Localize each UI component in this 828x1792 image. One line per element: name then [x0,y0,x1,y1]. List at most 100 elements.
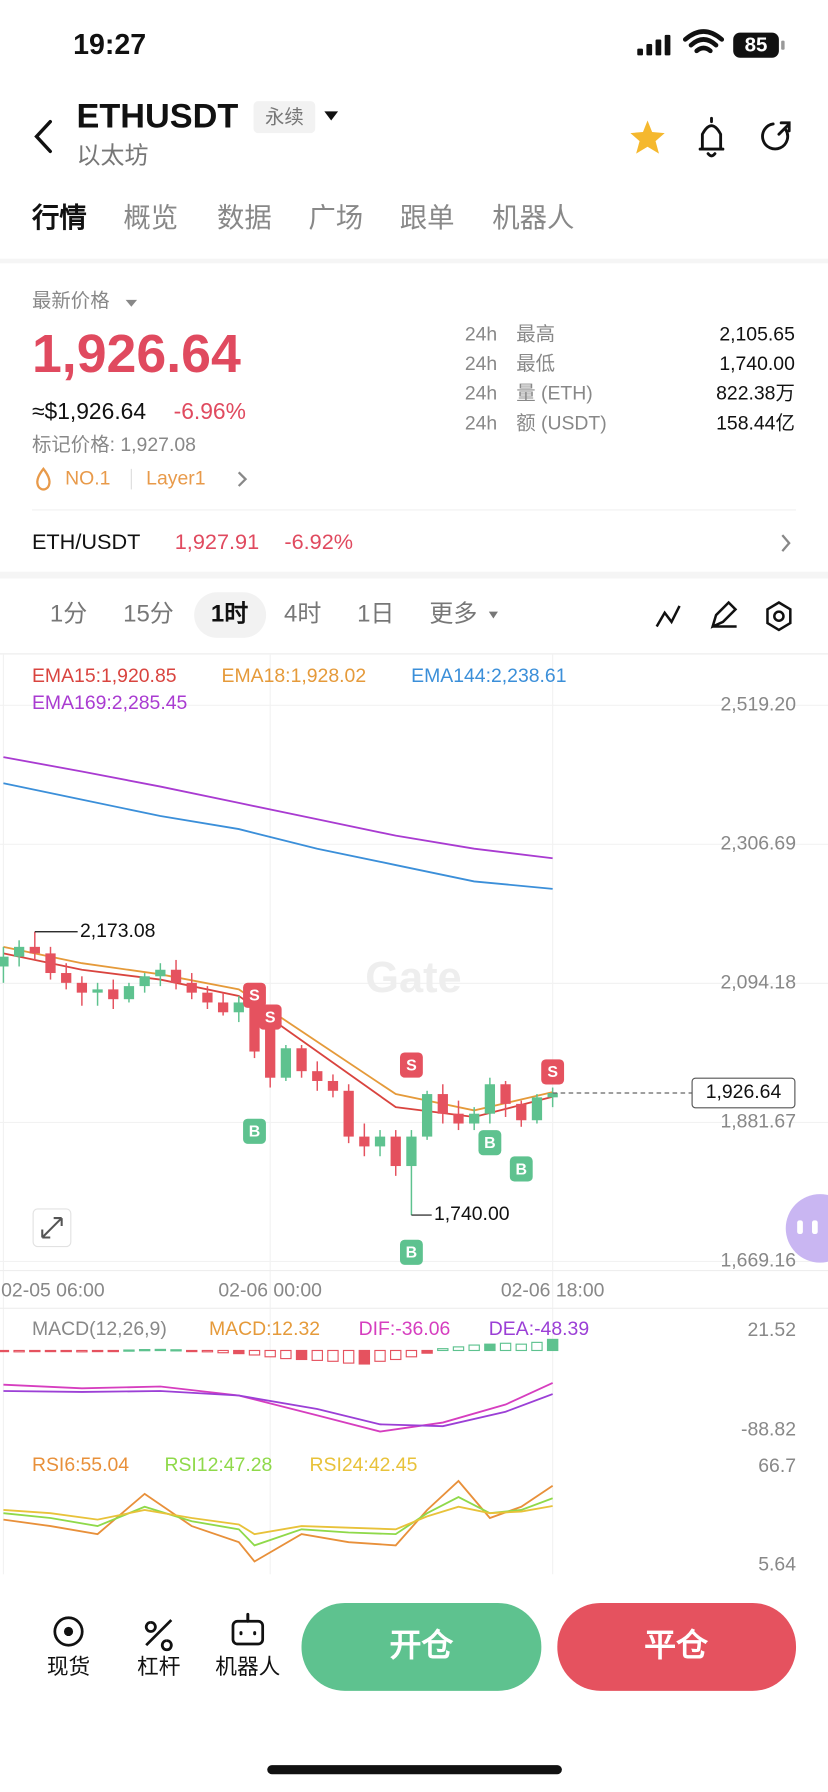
y-tick-label: 2,519.20 [720,693,796,715]
signal-badge [399,1239,423,1265]
tab-bar: 行情 概览 数据 广场 跟单 机器人 [31,202,574,233]
macd-bar [29,1349,41,1353]
stat-value: 1,740.00 [719,353,795,375]
rank[interactable]: NO.1 [65,467,110,489]
legend-entry: EMA169:2,285.45 [32,692,187,714]
interval[interactable]: 1分 [50,600,87,627]
close-button[interactable] [557,1602,797,1691]
tab[interactable]: 概览 [123,202,178,233]
interval[interactable]: 15分 [123,600,174,627]
signal-label: B [515,1161,527,1178]
macd-bar [515,1343,527,1352]
candle-body [421,1094,433,1137]
macd-bar [311,1349,323,1361]
signal-label: B [249,1124,261,1141]
settings-button[interactable] [766,601,792,632]
symbol-dropdown[interactable] [324,111,339,121]
price-dropdown[interactable] [125,299,138,307]
candle-body [516,1103,527,1121]
watermark: Gate [365,954,461,1002]
candle-body [406,1136,417,1167]
dea-line [3,1390,553,1428]
signal-label: S [406,1057,417,1074]
open-button[interactable] [301,1602,542,1691]
approx-price: ≈$1,926.64 [32,398,146,424]
stat-label: 最低 [516,353,555,375]
candle-body [186,982,197,993]
margin-icon[interactable] [144,1619,173,1652]
interval-selected-bg [194,592,267,638]
spot-chevron[interactable] [781,534,791,552]
candle-body [453,1113,464,1124]
last-price: 1,926.64 [32,324,241,384]
stat-value: 158.44亿 [716,412,795,434]
y-tick-label: 2,094.18 [720,972,796,994]
macd-bar [264,1349,276,1358]
macd-legend: MACD(12,26,9) [32,1318,167,1340]
candle-body [155,969,166,977]
interval[interactable]: 4时 [284,600,321,627]
macd-legend: DEA:-48.39 [489,1318,589,1340]
tab[interactable]: 行情 [31,202,87,233]
kline-chart: 2,519.20 2,306.69 2,094.18 1,881.67 1,669.16… [0,653,828,1575]
interval[interactable]: 1时 [211,600,248,627]
sector-chevron [237,471,248,487]
margin-label[interactable]: 杠杆 [137,1654,180,1679]
macd-legend: MACD:12.32 [209,1318,320,1340]
macd-tick-label: -88.82 [741,1419,796,1441]
signal-badge [509,1156,533,1182]
candle-body [469,1113,480,1124]
wifi-icon [682,29,725,54]
spot-icon[interactable] [53,1616,84,1647]
spot-pair[interactable]: ETH/USDT [32,529,140,554]
draw-button[interactable] [710,600,738,629]
stat-period: 24h [465,412,497,434]
signal-label: S [265,1009,276,1026]
bot-label[interactable]: 机器人 [215,1654,280,1679]
alert-bell[interactable] [698,116,725,158]
stat-period: 24h [465,383,497,405]
candle-body [296,1048,307,1072]
sector[interactable]: Layer1 [146,467,205,489]
tab[interactable]: 机器人 [492,202,574,233]
tab[interactable]: 数据 [217,202,272,233]
candle-body [500,1084,511,1104]
indicator-button[interactable] [655,605,681,628]
stat-label: 额 (USDT) [516,412,607,434]
signal-icon [637,34,671,56]
current-price-label: 1,926.64 [706,1081,782,1103]
candle-body [45,953,56,974]
macd-bar [546,1338,559,1352]
signal-label: B [406,1245,418,1262]
macd-bar [217,1349,229,1354]
macd-bar [484,1343,496,1352]
divider [0,258,828,264]
assistant-bubble[interactable] [785,1194,828,1263]
candle-body [249,1002,260,1052]
candle-body [0,956,9,967]
spot-label[interactable]: 现货 [47,1654,90,1679]
macd-bar [44,1349,57,1353]
more-dropdown [488,611,498,619]
share-button[interactable] [761,121,791,151]
tab[interactable]: 跟单 [400,202,455,233]
tab[interactable]: 广场 [308,202,363,233]
candle-body [437,1094,448,1114]
interval[interactable]: 更多 [429,600,477,627]
macd-bar [60,1349,72,1353]
ema-line [3,782,553,890]
macd-bar [437,1348,449,1352]
open-label[interactable]: 开仓 [389,1627,454,1663]
rsi-legend: RSI12:47.28 [164,1454,272,1476]
bot-icon-detail [239,1612,257,1636]
y-tick-label: 1,669.16 [720,1250,796,1272]
signal-badge [243,982,266,1008]
back-button[interactable] [34,119,52,154]
rsi-line [3,1479,554,1563]
spot-change: -6.92% [284,529,353,554]
macd-bar [405,1349,418,1358]
candle-body [531,1097,543,1121]
interval[interactable]: 1日 [357,600,394,627]
favorite-star[interactable] [630,120,665,154]
close-label[interactable]: 平仓 [644,1627,709,1663]
